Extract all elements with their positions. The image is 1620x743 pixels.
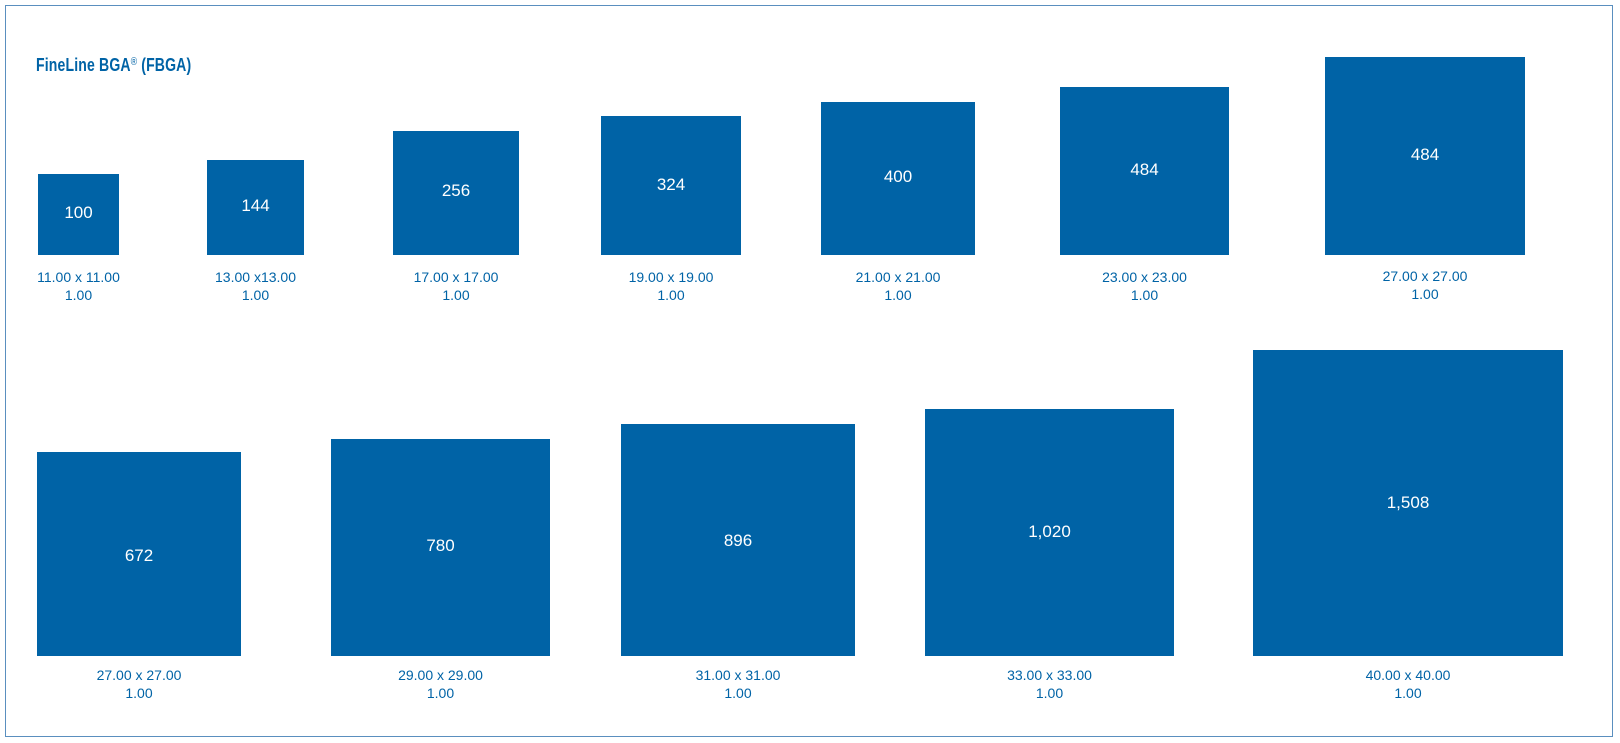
package-size-label: 13.00 x13.00 — [215, 269, 296, 285]
pitch-label: 1.00 — [1035, 685, 1064, 701]
package-caption: 11.00 x 11.00 1.00 — [37, 268, 120, 304]
package-size-label: 29.00 x 29.00 — [398, 667, 483, 683]
pitch-label: 1.00 — [1130, 287, 1159, 303]
package-square — [925, 409, 1174, 656]
ball-count-label: 144 — [241, 196, 270, 215]
package-square — [1253, 350, 1563, 656]
pitch-label: 1.00 — [724, 685, 752, 701]
package-size-label: 40.00 x 40.00 — [1365, 667, 1451, 683]
package-size-label: 27.00 x 27.00 — [1382, 268, 1468, 284]
package-caption: 27.00 x 27.00 1.00 — [1383, 267, 1468, 303]
ball-count-label: 672 — [124, 546, 154, 565]
ball-count-label: 1,508 — [1386, 493, 1430, 512]
package-size-label: 19.00 x 19.00 — [628, 269, 714, 285]
ball-count-label: 484 — [1130, 160, 1159, 179]
package-caption: 27.00 x 27.00 1.00 — [97, 666, 182, 702]
package-size-label: 31.00 x 31.00 — [695, 667, 781, 683]
pitch-label: 1.00 — [442, 287, 470, 303]
package-square — [621, 424, 855, 656]
package-square — [393, 131, 519, 255]
pitch-label: 1.00 — [884, 287, 912, 303]
ball-count-label: 324 — [656, 175, 686, 194]
package-caption: 21.00 x 21.00 1.00 — [856, 268, 941, 304]
package-caption: 19.00 x 19.00 1.00 — [629, 268, 714, 304]
ball-count-label: 896 — [723, 531, 753, 550]
package-caption: 17.00 x 17.00 1.00 — [414, 268, 499, 304]
package-caption: 31.00 x 31.00 1.00 — [696, 666, 781, 702]
package-size-label: 11.00 x 11.00 — [37, 269, 120, 285]
pitch-label: 1.00 — [1394, 685, 1422, 701]
package-caption: 33.00 x 33.00 1.00 — [1007, 666, 1092, 702]
pitch-label: 1.00 — [64, 287, 93, 303]
package-square — [207, 160, 304, 255]
package-square — [331, 439, 550, 656]
ball-count-label: 484 — [1410, 145, 1440, 164]
package-square — [37, 452, 241, 656]
ball-count-label: 256 — [441, 181, 471, 200]
pitch-label: 1.00 — [426, 685, 455, 701]
package-square — [1060, 87, 1229, 255]
ball-count-label: 1,020 — [1028, 522, 1071, 541]
package-caption: 40.00 x 40.00 1.00 — [1366, 666, 1451, 702]
package-size-label: 27.00 x 27.00 — [96, 667, 182, 683]
ball-count-label: 780 — [426, 536, 455, 555]
ball-count-label: 100 — [64, 203, 93, 222]
package-square — [1325, 57, 1525, 255]
pitch-label: 1.00 — [125, 685, 153, 701]
package-size-label: 17.00 x 17.00 — [413, 269, 499, 285]
package-caption: 13.00 x13.00 1.00 — [215, 268, 296, 304]
package-square — [38, 174, 119, 255]
package-caption: 23.00 x 23.00 1.00 — [1102, 268, 1187, 304]
package-size-label: 21.00 x 21.00 — [855, 269, 941, 285]
package-square — [601, 116, 741, 255]
package-caption: 29.00 x 29.00 1.00 — [398, 666, 483, 702]
package-size-label: 23.00 x 23.00 — [1102, 269, 1187, 285]
ball-count-label: 400 — [883, 167, 913, 186]
diagram-title: FineLine BGA® (FBGA) — [36, 55, 192, 75]
package-square — [821, 102, 975, 255]
package-size-label: 33.00 x 33.00 — [1007, 667, 1092, 683]
pitch-label: 1.00 — [1411, 286, 1439, 302]
diagram-frame — [5, 5, 1613, 737]
pitch-label: 1.00 — [657, 287, 685, 303]
pitch-label: 1.00 — [241, 287, 270, 303]
